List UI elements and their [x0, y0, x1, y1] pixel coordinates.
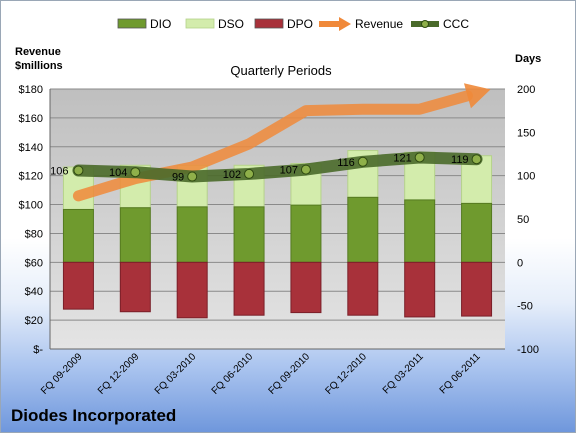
dpo-bar [461, 261, 493, 317]
right-axis-title: Days [515, 53, 542, 65]
right-tick-label: -100 [517, 344, 539, 356]
legend-ccc-label: CCC [443, 17, 469, 31]
dpo-bar [404, 261, 436, 318]
left-tick-label: $60 [25, 257, 43, 269]
left-tick-label: $180 [19, 84, 43, 96]
right-tick-label: 50 [517, 214, 529, 226]
company-name: Diodes Incorporated [11, 406, 177, 425]
dpo-bar [233, 261, 265, 316]
legend-dio-swatch [117, 18, 147, 29]
left-axis-title-line1: Revenue [15, 46, 61, 58]
dio-bar [233, 206, 265, 263]
category-label: FQ 09-2009 [39, 351, 85, 397]
dio-bar [290, 204, 322, 263]
dio-bar [62, 208, 94, 263]
ccc-data-label: 121 [393, 152, 411, 164]
ccc-data-label: 106 [50, 165, 68, 177]
ccc-data-label: 107 [280, 165, 298, 177]
category-label: FQ 03-2011 [381, 351, 426, 396]
left-tick-label: $80 [25, 228, 43, 240]
left-tick-label: $20 [25, 315, 43, 327]
left-tick-label: $100 [19, 200, 43, 212]
ccc-line [72, 151, 483, 183]
ccc-data-label: 104 [109, 167, 127, 179]
legend-dio-label: DIO [150, 17, 171, 31]
right-tick-label: -50 [517, 301, 533, 313]
legend-dpo-swatch [254, 18, 284, 29]
left-axis-title: Revenue $millions [15, 45, 63, 73]
left-tick-label: $- [33, 344, 43, 356]
legend-dso-label: DSO [218, 17, 244, 31]
dio-bar [176, 206, 208, 263]
dio-bar [404, 199, 436, 263]
legend-revenue-label: Revenue [355, 17, 403, 31]
right-tick-label: 200 [517, 84, 535, 96]
left-tick-label: $140 [19, 142, 43, 154]
right-tick-label: 100 [517, 171, 535, 183]
category-label: FQ 06-2011 [438, 351, 483, 396]
category-label: FQ 03-2010 [153, 351, 199, 397]
ccc-point [471, 154, 482, 165]
ccc-point [300, 164, 311, 175]
ccc-point [357, 156, 368, 167]
dio-bar [347, 196, 379, 263]
ccc-point [244, 168, 255, 179]
ccc-point [187, 171, 198, 182]
legend-revenue-arrowhead [339, 17, 351, 31]
category-label: FQ 12-2009 [96, 351, 142, 397]
legend-ccc-marker [421, 20, 429, 28]
dpo-bar [290, 261, 322, 314]
dpo-bar [176, 261, 208, 319]
right-tick-label: 0 [517, 257, 523, 269]
dio-bar [461, 202, 493, 263]
ccc-data-label: 119 [451, 154, 469, 166]
lines: 106 104 99 102 107 116 121 119 [50, 83, 491, 202]
left-tick-label: $160 [19, 113, 43, 125]
category-label: FQ 06-2010 [210, 351, 256, 397]
dpo-bar [119, 261, 151, 313]
ccc-point [130, 167, 141, 178]
left-tick-label: $40 [25, 286, 43, 298]
ccc-data-label: 116 [337, 157, 355, 169]
dpo-bar [62, 261, 94, 310]
ccc-data-label: 99 [172, 172, 184, 184]
category-label: FQ 12-2010 [323, 351, 369, 397]
dpo-bar [347, 261, 379, 316]
left-tick-label: $120 [19, 171, 43, 183]
legend-dpo-label: DPO [287, 17, 313, 31]
right-tick-label: 150 [517, 127, 535, 139]
ccc-point [73, 165, 84, 176]
revenue-arrowhead [463, 83, 491, 109]
ccc-data-label: 102 [223, 169, 241, 181]
legend: DIO DSO DPO Revenue CCC [117, 17, 469, 31]
category-label: FQ 09-2010 [267, 351, 313, 397]
left-axis-title-line2: $millions [15, 60, 63, 72]
periods-label: Quarterly Periods [230, 63, 332, 78]
dio-bar [119, 207, 151, 263]
ccc-point [414, 152, 425, 163]
legend-dso-swatch [185, 18, 215, 29]
